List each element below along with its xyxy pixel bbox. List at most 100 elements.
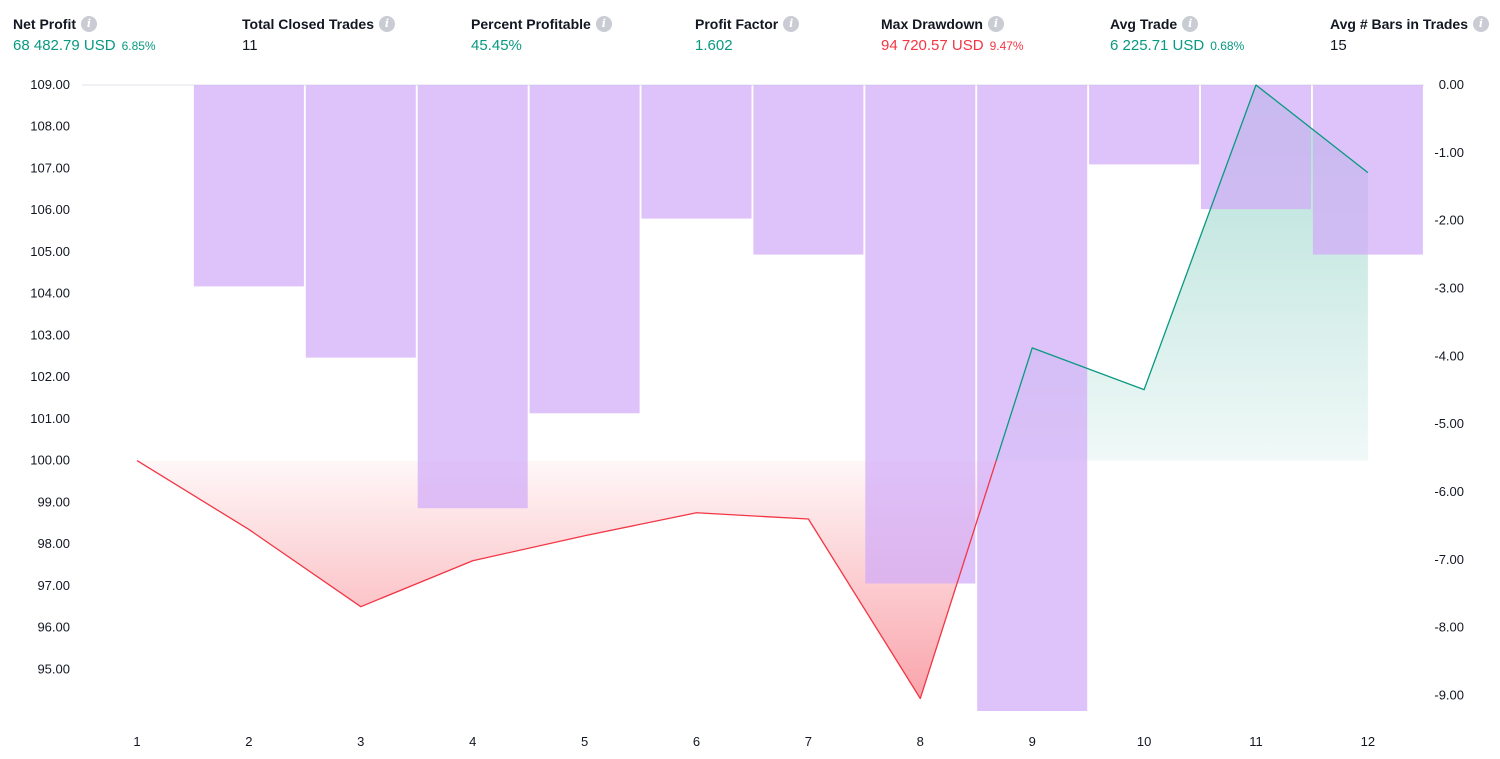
stat-title: Avg Trade i (1110, 16, 1244, 32)
stat-value: 68 482.79 USD 6.85% (13, 37, 156, 54)
x-axis-tick: 1 (133, 734, 140, 749)
left-axis-tick: 98.00 (37, 536, 70, 551)
left-axis-tick: 102.00 (30, 369, 70, 384)
right-axis-tick: -1.00 (1434, 145, 1464, 160)
performance-summary: Net Profit i 68 482.79 USD 6.85% Total Clo… (0, 0, 1500, 70)
stat-value: 11 (242, 37, 258, 54)
equity-point-10[interactable] (1141, 387, 1147, 393)
right-axis-tick: -9.00 (1434, 687, 1464, 702)
equity-point-4[interactable] (470, 558, 476, 564)
stat-value: 15 (1330, 37, 1347, 54)
drawdown-bar-10[interactable] (1089, 85, 1200, 165)
equity-point-9[interactable] (1029, 345, 1035, 351)
drawdown-bar-9[interactable] (977, 85, 1088, 711)
x-axis-tick: 9 (1029, 734, 1036, 749)
stat-title: Percent Profitable i (471, 16, 612, 32)
x-axis-tick: 10 (1137, 734, 1151, 749)
x-axis-tick: 11 (1249, 734, 1263, 749)
x-axis: 1 2 3 4 5 6 7 8 9 10 11 12 (133, 734, 1375, 749)
drawdown-bars (193, 85, 1423, 711)
info-icon[interactable]: i (1182, 16, 1199, 32)
left-axis-tick: 105.00 (30, 244, 70, 259)
stat-title: Net Profit i (13, 16, 156, 32)
drawdown-bar-6[interactable] (641, 85, 752, 219)
left-axis-tick: 107.00 (30, 161, 70, 176)
left-axis-tick: 103.00 (30, 327, 70, 342)
equity-point-8[interactable] (917, 695, 923, 701)
stat-net-profit: Net Profit i 68 482.79 USD 6.85% (13, 16, 156, 54)
drawdown-bar-4[interactable] (417, 85, 528, 509)
stat-value: 1.602 (695, 37, 733, 54)
right-axis-tick: -8.00 (1434, 620, 1464, 635)
equity-loss-area (137, 460, 997, 699)
x-axis-tick: 8 (917, 734, 924, 749)
stat-avg-trade: Avg Trade i 6 225.71 USD 0.68% (1110, 16, 1244, 54)
x-axis-tick: 6 (693, 734, 700, 749)
info-icon[interactable]: i (81, 16, 97, 32)
right-axis-tick: -2.00 (1434, 213, 1464, 228)
drawdown-bar-7[interactable] (753, 85, 864, 255)
stat-percent: 9.47% (989, 39, 1024, 53)
stat-avg-bars-in-trades: Avg # Bars in Trades i 15 (1330, 16, 1489, 54)
left-axis-tick: 100.00 (30, 453, 70, 468)
stat-percent: 0.68% (1210, 39, 1245, 53)
right-axis-tick: -4.00 (1434, 348, 1464, 363)
left-axis-tick: 99.00 (37, 494, 70, 509)
drawdown-bar-5[interactable] (529, 85, 640, 414)
drawdown-bar-2[interactable] (193, 85, 304, 287)
info-icon[interactable]: i (595, 16, 612, 32)
stat-percent-profitable: Percent Profitable i 45.45% (471, 16, 612, 54)
left-axis-tick: 97.00 (37, 578, 70, 593)
x-axis-tick: 3 (357, 734, 364, 749)
info-icon[interactable]: i (783, 16, 800, 32)
x-axis-tick: 7 (805, 734, 812, 749)
equity-point-6[interactable] (694, 510, 700, 516)
equity-point-2[interactable] (246, 526, 252, 532)
left-axis-tick: 104.00 (30, 286, 70, 301)
left-axis-tick: 106.00 (30, 202, 70, 217)
right-axis-tick: -6.00 (1434, 484, 1464, 499)
left-axis-tick: 109.00 (30, 77, 70, 92)
equity-point-5[interactable] (582, 533, 588, 539)
equity-point-1[interactable] (134, 458, 140, 464)
stat-value: 94 720.57 USD 9.47% (881, 37, 1024, 54)
x-axis-tick: 5 (581, 734, 588, 749)
left-axis-tick: 95.00 (37, 661, 70, 676)
stat-profit-factor: Profit Factor i 1.602 (695, 16, 800, 54)
left-axis-tick: 96.00 (37, 620, 70, 635)
left-axis-tick: 108.00 (30, 119, 70, 134)
x-axis-tick: 4 (469, 734, 476, 749)
stat-title: Profit Factor i (695, 16, 800, 32)
drawdown-bar-8[interactable] (865, 85, 976, 584)
equity-point-11[interactable] (1253, 82, 1259, 88)
stat-value: 6 225.71 USD 0.68% (1110, 37, 1245, 54)
drawdown-bar-3[interactable] (305, 85, 416, 358)
stat-title: Max Drawdown i (881, 16, 1024, 32)
equity-line-gain (995, 84, 1369, 461)
right-axis: 0.00 -1.00 -2.00 -3.00 -4.00 -5.00 -6.00 -7.00 -… (1434, 77, 1464, 702)
x-axis-tick: 12 (1361, 734, 1375, 749)
drawdown-bar-11[interactable] (1201, 85, 1311, 210)
right-axis-tick: -3.00 (1434, 281, 1464, 296)
right-axis-tick: -5.00 (1434, 416, 1464, 431)
equity-point-12[interactable] (1365, 170, 1371, 176)
stat-value: 45.45% (471, 37, 522, 54)
equity-point-3[interactable] (358, 604, 364, 610)
equity-line-layer (134, 82, 1371, 701)
drawdown-bar-12[interactable] (1312, 85, 1423, 255)
stat-title: Avg # Bars in Trades i (1330, 16, 1489, 32)
stat-max-drawdown: Max Drawdown i 94 720.57 USD 9.47% (881, 16, 1024, 54)
info-icon[interactable]: i (1472, 16, 1489, 32)
right-axis-tick: -7.00 (1434, 552, 1464, 567)
info-icon[interactable]: i (987, 16, 1004, 32)
stat-title: Total Closed Trades i (242, 16, 395, 32)
left-axis-tick: 101.00 (30, 411, 70, 426)
info-icon[interactable]: i (379, 16, 395, 32)
right-axis-tick: 0.00 (1439, 77, 1464, 92)
left-axis: 109.00 108.00 107.00 106.00 105.00 104.00 103.… (30, 77, 70, 676)
equity-point-7[interactable] (805, 516, 811, 522)
x-axis-tick: 2 (245, 734, 252, 749)
stat-total-closed-trades: Total Closed Trades i 11 (242, 16, 395, 54)
equity-line-loss (136, 460, 997, 700)
